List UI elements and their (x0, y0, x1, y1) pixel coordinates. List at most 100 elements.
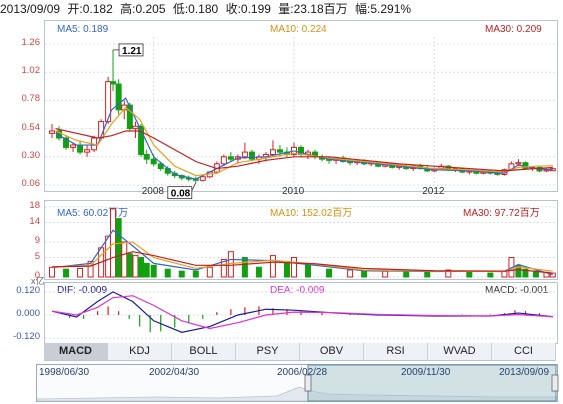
price-chart: 1.21 0.08 (45, 37, 557, 200)
volume-bar (241, 257, 248, 278)
volume-chart (45, 206, 557, 278)
price-candle (126, 104, 133, 130)
price-candle (70, 144, 77, 148)
price-candle (105, 81, 112, 123)
navigator-tick: 2006/02/28 (277, 367, 328, 378)
quote-header: 2013/09/09 开:0.182 高:0.205 低:0.180 收:0.1… (0, 0, 563, 17)
tab-cci[interactable]: CCI (492, 343, 556, 360)
volume-bar (445, 269, 452, 278)
tab-kdj[interactable]: KDJ (108, 343, 172, 360)
price-candle (150, 158, 157, 165)
volume-bar (164, 268, 171, 278)
price-y-tick: 0.30 (21, 149, 41, 161)
volume-y-tick: 0 (34, 270, 40, 281)
tab-macd[interactable]: MACD (44, 343, 108, 360)
price-candle (248, 151, 255, 160)
quote-high: 高:0.205 (120, 2, 166, 16)
volume-ma30-label: MA30: 97.72百万 (463, 208, 540, 219)
price-y-tick: 0.78 (21, 93, 41, 105)
macd-y-tick: 0.120 (16, 284, 40, 296)
min-callout-line (191, 182, 197, 191)
volume-bar (192, 270, 199, 278)
quote-close: 收:0.199 (225, 2, 271, 16)
navigator-tick: 2002/04/30 (149, 367, 200, 378)
volume-bar (227, 251, 234, 278)
price-chart-panel: MA5: 0.189 MA10: 0.224 MA30: 0.209 1.21 0… (44, 20, 558, 200)
volume-bar (283, 260, 290, 278)
max-callout-box (118, 43, 144, 57)
price-candle (241, 151, 248, 158)
min-callout-label: 0.08 (171, 189, 191, 200)
price-ma5-line (55, 97, 553, 180)
volume-bar (255, 266, 262, 278)
price-candle (63, 137, 70, 148)
volume-bar (206, 266, 213, 278)
volume-bar (115, 218, 122, 278)
macd-dif-label: DIF: -0.009 (57, 285, 108, 296)
indicator-tabs: MACD KDJ BOLL PSY OBV RSI WVAD CCI (44, 343, 556, 361)
price-candle (138, 125, 145, 155)
volume-bar (138, 257, 145, 278)
navigator-left-handle (304, 374, 312, 392)
price-candle (515, 162, 522, 165)
volume-bar (424, 271, 431, 278)
max-callout-label: 1.21 (122, 46, 142, 57)
navigator-overview-chart (36, 364, 559, 402)
price-candle (276, 149, 283, 153)
volume-bar (63, 268, 70, 278)
price-x-tick: 2008 (141, 186, 164, 197)
navigator-tick: 1998/06/30 (39, 367, 90, 378)
volume-bar (347, 269, 354, 278)
price-candle (199, 176, 206, 181)
volume-bar (361, 270, 368, 278)
volume-bar (466, 271, 473, 278)
price-candle (110, 81, 117, 85)
volume-bar (382, 270, 389, 278)
price-ma10-label: MA10: 0.224 (270, 24, 327, 35)
navigator-overview-area (36, 386, 558, 402)
navigator-tick: 2013/09/09 (499, 367, 550, 378)
price-y-tick: 0.54 (21, 121, 41, 133)
macd-y-tick: -0.120 (13, 331, 40, 343)
price-ma5-label: MA5: 0.189 (57, 24, 109, 35)
price-y-tick: 1.26 (21, 37, 41, 49)
price-candle (115, 83, 122, 111)
price-candle (49, 130, 56, 134)
quote-amplitude: 幅:5.291% (355, 2, 412, 16)
price-y-tick: 0.06 (21, 178, 41, 189)
time-range-navigator[interactable]: 1998/06/30 2002/04/30 2006/02/28 2009/11/30… (36, 364, 559, 402)
tab-rsi[interactable]: RSI (364, 343, 428, 360)
macd-y-tick: 0.000 (16, 308, 40, 319)
price-candle (84, 149, 91, 153)
price-ma30-label: MA30: 0.209 (485, 24, 542, 35)
volume-bar (150, 264, 157, 278)
volume-bar (110, 208, 117, 278)
tab-wvad[interactable]: WVAD (428, 343, 492, 360)
price-y-tick: 1.02 (21, 65, 41, 77)
navigator-right-handle (551, 374, 559, 392)
min-callout-box (167, 186, 193, 200)
volume-y-tick: 18 (29, 199, 40, 211)
price-x-tick: 2010 (281, 186, 305, 197)
price-candle (77, 144, 84, 153)
volume-bar (87, 260, 94, 278)
volume-bar (49, 266, 56, 278)
volume-y-tick: 9 (34, 234, 40, 246)
volume-bar (220, 258, 227, 278)
price-candle (132, 125, 139, 130)
volume-y-tick: 5 (34, 250, 40, 262)
tab-psy[interactable]: PSY (236, 343, 300, 360)
volume-bar (132, 255, 139, 278)
macd-value-label: MACD: -0.001 (485, 285, 549, 296)
volume-bar (290, 257, 297, 278)
quote-volume: 量:23.18百万 (278, 2, 348, 16)
volume-ma10-label: MA10: 152.02百万 (270, 208, 353, 219)
volume-bar (326, 268, 333, 278)
price-candle (220, 156, 227, 165)
price-candle (269, 149, 276, 155)
macd-chart (45, 291, 557, 339)
tab-obv[interactable]: OBV (300, 343, 364, 360)
navigator-tick: 2009/11/30 (401, 367, 451, 378)
volume-bar (178, 270, 185, 278)
tab-boll[interactable]: BOLL (172, 343, 236, 360)
